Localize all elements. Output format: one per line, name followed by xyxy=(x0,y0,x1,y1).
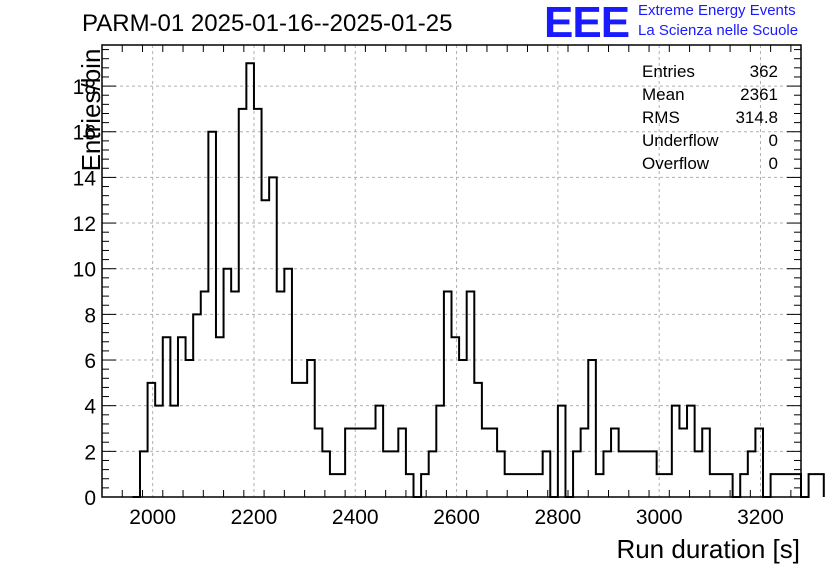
stat-label-entries: Entries xyxy=(642,62,695,81)
x-tick-label-2000: 2000 xyxy=(129,506,176,529)
stat-value-mean: 2361 xyxy=(740,85,778,104)
tick-labels-layer: 2000 2200 2400 2600 2800 3000 3200 0 2 4 6 8 10 12 14 1… xyxy=(73,76,784,529)
stats-box: Entries 362 Mean 2361 RMS 314.8 Underflo… xyxy=(642,62,778,173)
stat-label-rms: RMS xyxy=(642,108,680,127)
y-tick-label-8: 8 xyxy=(84,304,96,327)
stat-value-entries: 362 xyxy=(750,62,778,81)
y-tick-label-4: 4 xyxy=(84,396,96,419)
y-tick-label-0: 0 xyxy=(84,487,96,510)
y-tick-label-2: 2 xyxy=(84,441,96,464)
x-tick-label-2400: 2400 xyxy=(332,506,379,529)
x-tick-label-2200: 2200 xyxy=(231,506,278,529)
chart-title: PARM-01 2025-01-16--2025-01-25 xyxy=(82,10,453,37)
x-tick-label-2800: 2800 xyxy=(535,506,582,529)
x-axis-title: Run duration [s] xyxy=(616,534,800,564)
x-tick-label-3200: 3200 xyxy=(737,506,784,529)
eee-logo-mark: EEE xyxy=(544,0,630,47)
y-tick-label-6: 6 xyxy=(84,350,96,373)
stat-label-mean: Mean xyxy=(642,85,685,104)
stat-label-underflow: Underflow xyxy=(642,131,719,150)
y-tick-label-14: 14 xyxy=(73,167,97,190)
y-tick-label-12: 12 xyxy=(73,213,96,236)
y-axis-title: Entries/bin xyxy=(76,49,106,172)
stat-value-underflow: 0 xyxy=(769,131,778,150)
grid-layer xyxy=(102,45,801,497)
y-tick-label-16: 16 xyxy=(73,122,96,145)
stat-value-overflow: 0 xyxy=(769,154,778,173)
plot-frame xyxy=(101,44,802,498)
logo-line-1: Extreme Energy Events xyxy=(638,2,796,19)
eee-logo: EEE Extreme Energy Events La Scienza nel… xyxy=(544,0,834,46)
ticks-layer xyxy=(101,45,801,498)
y-tick-label-18: 18 xyxy=(73,76,96,99)
x-tick-label-3000: 3000 xyxy=(636,506,683,529)
x-tick-label-2600: 2600 xyxy=(433,506,480,529)
logo-line-2: La Scienza nelle Scuole xyxy=(638,22,799,39)
stat-label-overflow: Overflow xyxy=(642,154,710,173)
histogram-line xyxy=(132,62,825,498)
stat-value-rms: 314.8 xyxy=(735,108,778,127)
y-tick-label-10: 10 xyxy=(73,259,96,282)
